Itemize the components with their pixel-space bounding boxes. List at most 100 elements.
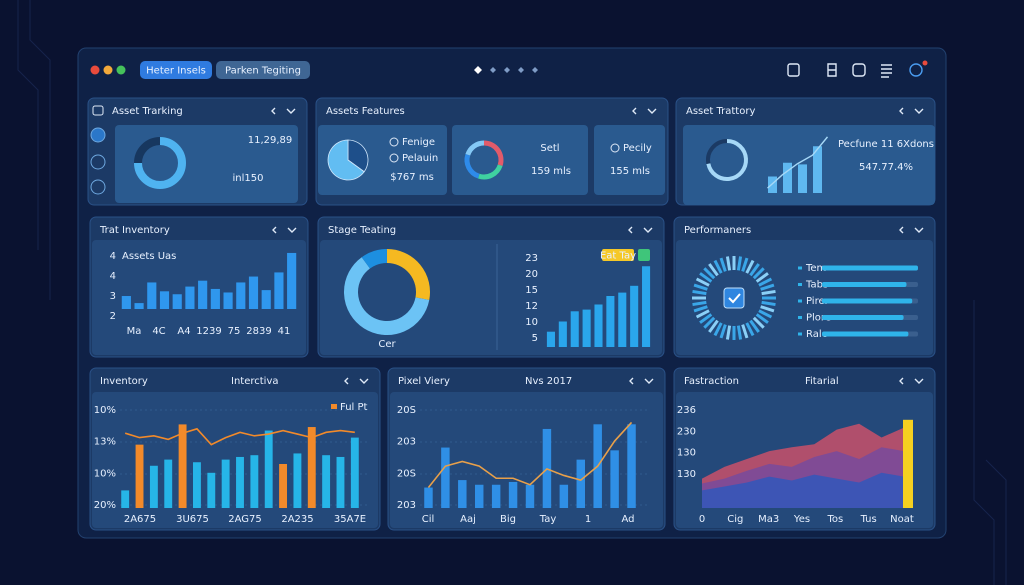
y-tick-label: 203 (397, 500, 416, 511)
notification-dot (922, 60, 928, 66)
panel-control[interactable] (899, 226, 924, 234)
bar (475, 484, 484, 508)
gauge-tick (699, 313, 713, 324)
gauge-tick (703, 267, 716, 280)
carousel-dot[interactable] (474, 66, 482, 74)
bar (798, 164, 807, 193)
gauge-tick (749, 263, 760, 277)
gauge-tick (761, 300, 776, 307)
x-tick-label: 41 (278, 326, 291, 337)
y-tick-label: 130 (677, 448, 696, 459)
panel-control[interactable] (629, 377, 654, 385)
gauge-tick (699, 272, 713, 283)
panel-title: Asset Trarking (112, 106, 183, 117)
card-value: $767 ms (390, 172, 434, 183)
toolbar-icon[interactable] (881, 64, 892, 78)
line (427, 421, 633, 489)
tab-label[interactable]: Heter Insels (146, 66, 206, 77)
panel-control[interactable] (899, 377, 924, 385)
panel-control[interactable] (271, 107, 296, 115)
bar (164, 459, 173, 508)
window-dot[interactable] (116, 65, 126, 75)
gauge-tick (760, 283, 775, 291)
donut-segment (134, 137, 186, 189)
x-tick-label: Cil (422, 514, 435, 525)
side-icon[interactable] (90, 127, 106, 143)
donut-segment (706, 139, 728, 164)
x-tick-label: Tos (826, 514, 843, 525)
panel-title: Performaners (684, 225, 751, 236)
bar (610, 450, 619, 508)
gauge-tick (725, 256, 732, 271)
bar (458, 480, 467, 508)
bar (172, 294, 182, 309)
y-tick-label: 15 (525, 285, 538, 296)
side-icon[interactable] (90, 179, 106, 195)
carousel-dot[interactable] (504, 67, 510, 73)
toolbar (787, 63, 923, 78)
toolbar-icon[interactable] (827, 63, 837, 77)
y-tick-label: 230 (677, 426, 696, 437)
bar (198, 280, 208, 309)
panel-title: Trat Inventory (99, 225, 170, 236)
bar (178, 424, 187, 508)
donut-segment (134, 137, 161, 164)
carousel-dot[interactable] (532, 67, 538, 73)
bar (559, 484, 569, 508)
carousel-dots (474, 66, 538, 74)
panel-control[interactable] (272, 226, 297, 234)
carousel-dot[interactable] (518, 67, 524, 73)
bar (576, 459, 585, 508)
card-label: Pelauin (402, 153, 438, 164)
tag (602, 249, 634, 261)
gauge-tick (708, 263, 719, 277)
gauge-tick (755, 272, 769, 283)
panel-control[interactable] (632, 107, 657, 115)
carousel-dot[interactable] (490, 67, 496, 73)
legend-swatch (331, 404, 337, 409)
panel-subtitle: Fitarial (805, 376, 839, 387)
tab[interactable] (140, 61, 212, 79)
decor-lines (973, 300, 1007, 585)
panel-subtitle: Nvs 2017 (525, 376, 572, 387)
y-tick-label: 2 (110, 311, 116, 322)
tag-label: Eat Tay (600, 251, 636, 262)
donut-segment (483, 140, 504, 167)
gauge-tick (692, 289, 707, 296)
panel-control[interactable] (344, 377, 369, 385)
bar (424, 487, 433, 508)
window-dot[interactable] (103, 65, 113, 75)
tab[interactable] (216, 61, 310, 79)
bar (606, 296, 615, 347)
window-dot[interactable] (90, 65, 100, 75)
plot-area (676, 240, 933, 355)
toolbar-icon[interactable] (909, 63, 923, 77)
panel-subtitle: Interctiva (231, 376, 279, 387)
bar (570, 311, 579, 347)
toolbar-icon[interactable] (852, 63, 866, 77)
gauge-tick (760, 305, 775, 313)
y-tick-label: 20 (525, 269, 538, 280)
line (124, 427, 355, 446)
area (702, 472, 904, 508)
tab-label[interactable]: Parken Tegiting (225, 66, 301, 77)
panel-title: Pixel Viery (398, 376, 450, 387)
y-tick-label: 20% (94, 500, 116, 511)
card-label: Setl (540, 143, 559, 154)
dot (798, 283, 802, 286)
panel-control[interactable] (899, 107, 924, 115)
bar (293, 453, 302, 508)
dot (798, 332, 802, 336)
category-label: Tem (805, 263, 826, 274)
gauge-tick (741, 257, 749, 272)
chart-label: Cer (378, 339, 396, 350)
y-tick-label: 5 (532, 333, 538, 344)
x-tick-label: Ma (127, 326, 142, 337)
side-icon[interactable] (90, 154, 106, 170)
panel-control[interactable] (628, 226, 653, 234)
toolbar-icon[interactable] (787, 63, 800, 77)
label-icon (389, 137, 399, 147)
x-tick-label: 35A7E (334, 514, 366, 525)
category-label: Ralc (806, 329, 827, 340)
